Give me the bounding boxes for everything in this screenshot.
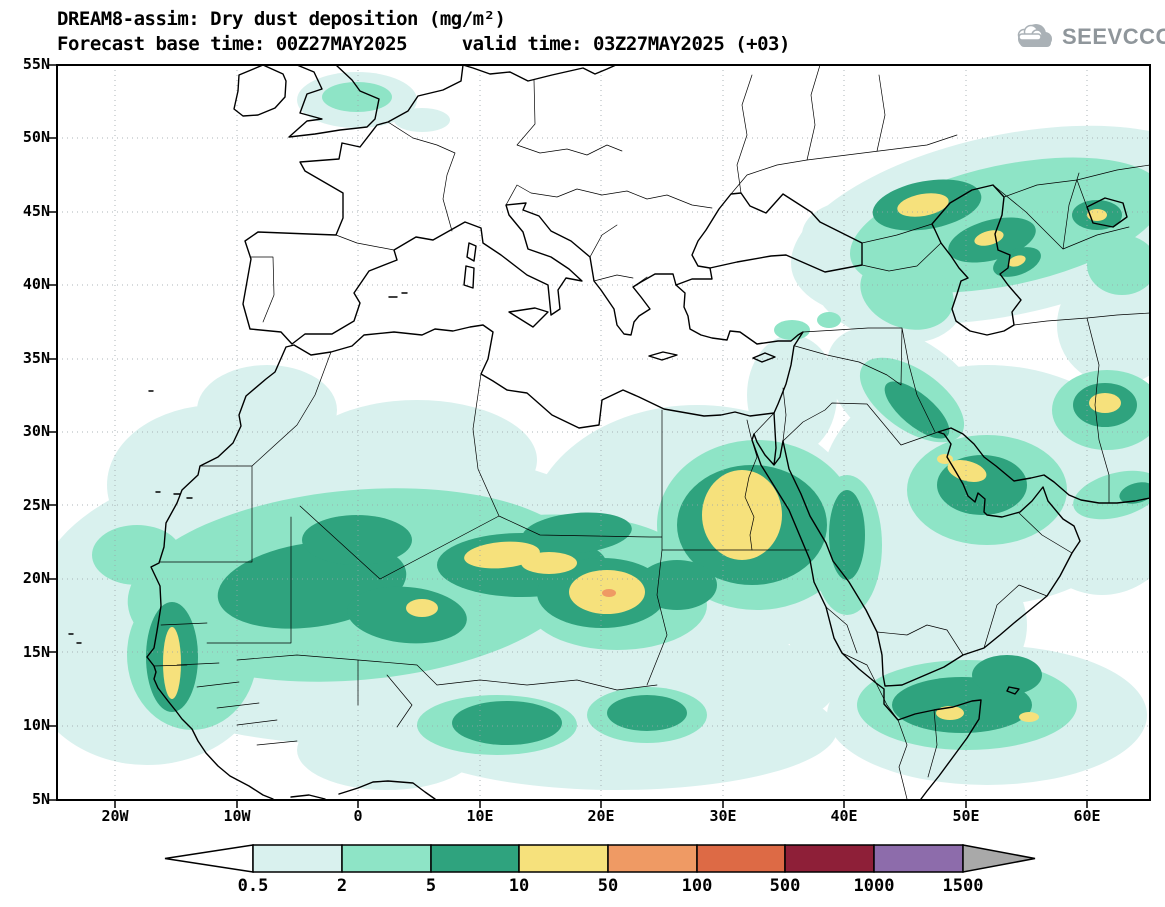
lon-label-20w: 20W	[101, 807, 129, 825]
lon-label-50e: 50E	[952, 807, 980, 825]
legend-value-5: 100	[681, 876, 713, 896]
axis-ticks	[49, 64, 1088, 808]
page-title: DREAM8-assim: Dry dust deposition (mg/m²…	[57, 8, 506, 30]
lon-label-0: 0	[353, 807, 363, 825]
legend-value-6: 500	[769, 876, 801, 896]
logo-text: SEEVCCC	[1062, 24, 1165, 49]
legend-value-1: 2	[336, 876, 348, 896]
legend-cell-4	[518, 844, 609, 873]
legend-cell-6	[696, 844, 786, 873]
cloud-icon	[1017, 24, 1052, 47]
lat-label-10n: 10N	[22, 716, 50, 734]
lat-label-30n: 30N	[22, 422, 50, 440]
lat-label-15n: 15N	[22, 643, 50, 661]
legend-cell-5	[607, 844, 698, 873]
legend-value-2: 5	[425, 876, 437, 896]
lat-label-25n: 25N	[22, 496, 50, 514]
lon-label-20e: 20E	[587, 807, 615, 825]
lon-label-30e: 30E	[709, 807, 737, 825]
lat-label-40n: 40N	[22, 275, 50, 293]
legend-cell-7	[784, 844, 875, 873]
lat-label-45n: 45N	[22, 202, 50, 220]
lat-label-20n: 20N	[22, 569, 50, 587]
lon-label-60e: 60E	[1073, 807, 1101, 825]
legend-arrow-above	[962, 844, 1036, 873]
lat-label-5n: 5N	[31, 790, 50, 808]
dust-layer-50-100	[602, 589, 616, 597]
legend-cell-1	[252, 844, 343, 873]
legend-value-7: 1000	[853, 876, 895, 896]
legend-cell-3	[430, 844, 520, 873]
legend-value-4: 50	[597, 876, 619, 896]
legend-colorbar	[164, 844, 1036, 873]
lon-label-10e: 10E	[466, 807, 494, 825]
legend-value-0: 0.5	[237, 876, 269, 896]
page-subtitle: Forecast base time: 00Z27MAY2025 valid t…	[57, 33, 790, 55]
graticule-grid	[57, 65, 1150, 800]
map-frame	[49, 64, 1151, 808]
lat-label-55n: 55N	[22, 55, 50, 73]
legend-value-8: 1500	[942, 876, 984, 896]
legend-cell-8	[873, 844, 964, 873]
lat-label-50n: 50N	[22, 128, 50, 146]
legend-value-3: 10	[508, 876, 530, 896]
lon-label-10w: 10W	[223, 807, 251, 825]
lat-label-35n: 35N	[22, 349, 50, 367]
seevccc-logo: SEEVCCC	[1012, 22, 1165, 52]
country-borders	[153, 65, 1150, 800]
lon-label-40e: 40E	[830, 807, 858, 825]
coastlines	[68, 65, 1150, 800]
legend-arrow-below	[164, 844, 254, 873]
legend-cell-2	[341, 844, 432, 873]
